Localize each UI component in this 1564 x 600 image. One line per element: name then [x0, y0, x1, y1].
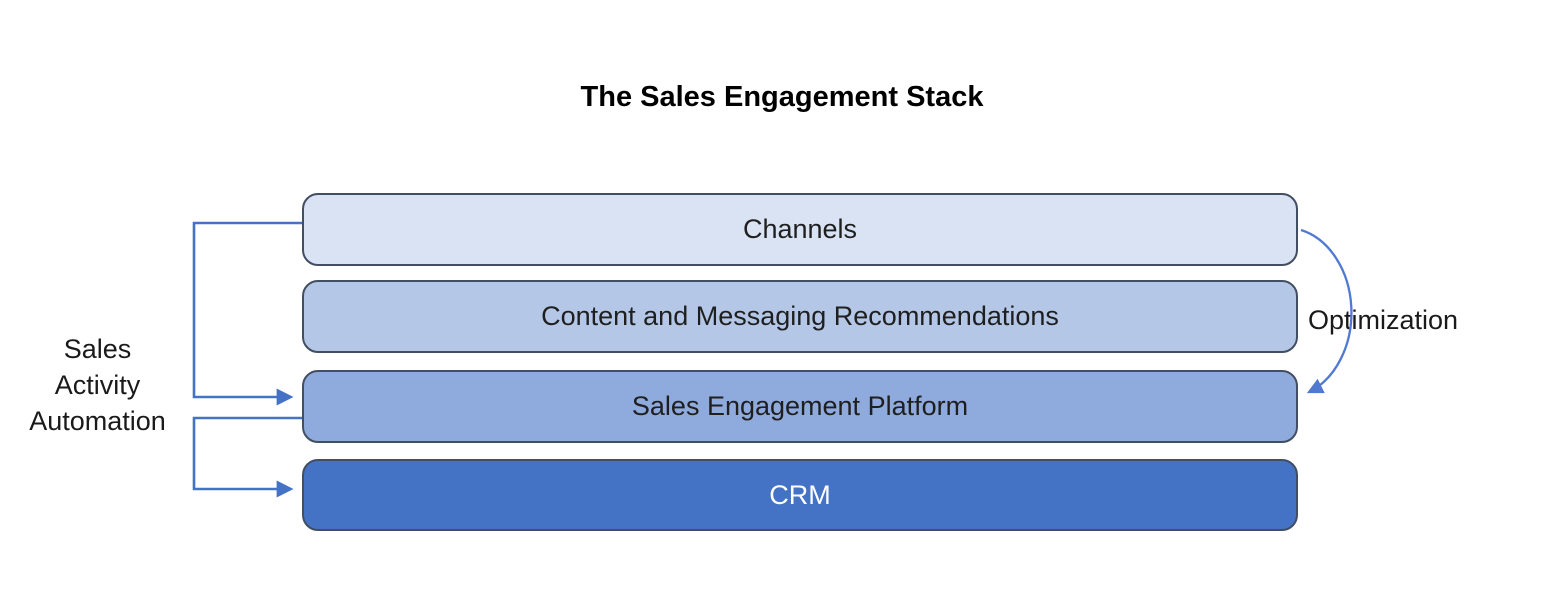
layer-channels-label: Channels: [742, 214, 858, 244]
layer-crm-label: CRM: [769, 479, 831, 510]
sales-activity-automation-label: Sales Activity Automation: [29, 334, 166, 436]
layer-content-messaging-label: Content and Messaging Recommendations: [541, 301, 1059, 331]
layer-channels: Channels: [302, 193, 1298, 266]
diagram-title: The Sales Engagement Stack: [580, 81, 984, 113]
automation-arrow-channels-to-platform: [192, 221, 302, 406]
layer-sales-engagement-platform: Sales Engagement Platform: [302, 370, 1298, 443]
layer-crm: CRM: [302, 459, 1298, 531]
automation-arrow-platform-to-crm: [192, 416, 302, 498]
layer-sales-engagement-platform-label: Sales Engagement Platform: [631, 391, 969, 421]
layer-content-messaging: Content and Messaging Recommendations: [302, 280, 1298, 353]
optimization-label: Optimization: [1308, 305, 1459, 335]
